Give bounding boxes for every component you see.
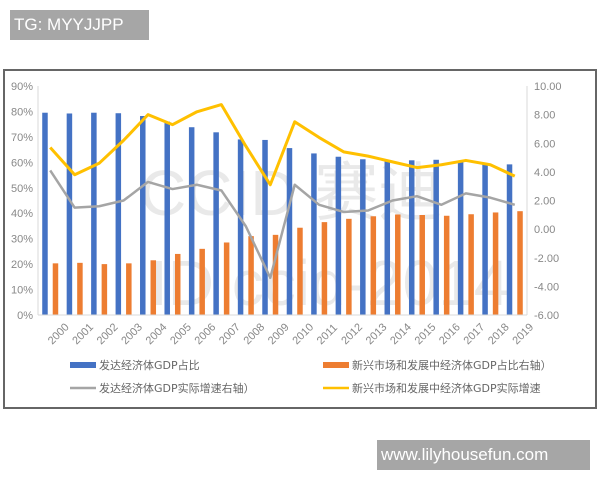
bar xyxy=(443,215,450,315)
x-axis-tick: 2005 xyxy=(168,321,194,347)
left-axis-tick: 10% xyxy=(11,285,33,297)
bar xyxy=(164,121,170,315)
x-axis-tick: 2003 xyxy=(119,321,145,347)
bar xyxy=(370,216,377,315)
right-axis-tick: 10.00 xyxy=(534,81,562,93)
right-axis-tick: 6.00 xyxy=(534,138,555,150)
right-axis-tick: -6.00 xyxy=(534,310,559,322)
telegram-tag-overlay: TG: MYYJJPP xyxy=(10,10,149,40)
x-axis-tick: 2016 xyxy=(437,321,463,347)
bar xyxy=(52,263,59,315)
legend-label: 新兴市场和发展中经济体GDP占比右轴） xyxy=(352,358,552,372)
right-axis-tick: 8.00 xyxy=(534,110,555,122)
left-axis-tick: 60% xyxy=(11,157,33,169)
right-axis-tick: 4.00 xyxy=(534,167,555,179)
left-axis-tick: 90% xyxy=(11,81,33,93)
bar xyxy=(457,161,464,315)
bar xyxy=(346,218,352,315)
bar xyxy=(101,264,108,315)
left-axis-tick: 30% xyxy=(11,234,33,246)
x-axis-tick: 2011 xyxy=(315,322,340,347)
right-axis-tick: 0.00 xyxy=(534,224,555,236)
bar xyxy=(91,112,97,315)
x-axis-tick: 2015 xyxy=(413,321,439,347)
x-axis-tick: 2013 xyxy=(364,321,390,347)
bar xyxy=(335,156,342,315)
bar xyxy=(140,116,146,315)
legend-swatch xyxy=(70,362,96,368)
x-axis-tick: 2007 xyxy=(217,321,243,347)
x-axis: 2000200120022003200420052006200720082009… xyxy=(38,314,536,347)
line-series xyxy=(49,103,516,280)
line xyxy=(49,169,516,280)
bar xyxy=(492,212,499,315)
x-axis-tick: 2004 xyxy=(144,321,170,347)
right-axis-tick: -4.00 xyxy=(534,281,559,293)
bar xyxy=(482,163,488,315)
bar xyxy=(272,234,279,315)
bar xyxy=(150,260,157,315)
legend: 发达经济体GDP占比 新兴市场和发展中经济体GDP占比右轴） 发达经济体GDP实际增… xyxy=(70,358,552,395)
left-axis-tick: 0% xyxy=(17,310,33,322)
x-axis-tick: 2001 xyxy=(70,321,96,347)
bar xyxy=(360,159,366,315)
legend-label: 发达经济体GDP占比 xyxy=(99,358,200,372)
right-axis: -6.00 -4.00 -2.00 0.00 2.00 4.00 6.00 8.00 10.00 xyxy=(526,81,562,322)
left-axis: 0% 10% 20% 30% 40% 50% 60% 70% 80% 90% xyxy=(11,81,39,322)
bar xyxy=(77,262,83,315)
bar xyxy=(297,227,303,315)
left-axis-tick: 70% xyxy=(11,132,33,144)
bar xyxy=(468,214,474,315)
bar xyxy=(262,139,268,315)
left-axis-tick: 50% xyxy=(11,183,33,195)
right-axis-tick: 2.00 xyxy=(534,196,555,208)
left-axis-tick: 40% xyxy=(11,208,33,220)
x-axis-tick: 2009 xyxy=(266,321,292,347)
bar xyxy=(517,211,523,315)
x-axis-tick: 2012 xyxy=(339,321,365,347)
bar xyxy=(199,248,205,315)
website-tag-overlay: www.lilyhousefun.com xyxy=(377,440,590,470)
bar xyxy=(188,127,195,315)
bar xyxy=(42,112,48,315)
left-axis-tick: 20% xyxy=(11,259,33,271)
right-axis-tick: -2.00 xyxy=(534,253,559,265)
x-axis-tick: 2017 xyxy=(462,321,488,347)
bar xyxy=(408,160,415,315)
x-axis-tick: 2006 xyxy=(193,321,219,347)
bar-series xyxy=(42,112,523,315)
bar xyxy=(433,159,439,315)
bar xyxy=(126,263,132,315)
bar xyxy=(213,132,219,315)
bar xyxy=(506,164,513,315)
x-axis-tick: 2008 xyxy=(241,321,267,347)
x-axis-tick: 2002 xyxy=(95,321,121,347)
bar xyxy=(321,222,328,315)
x-axis-tick: 2019 xyxy=(510,321,536,347)
bar xyxy=(237,139,244,315)
bar xyxy=(223,242,230,315)
bar xyxy=(248,236,254,315)
line xyxy=(49,103,516,187)
legend-label: 发达经济体GDP实际增速右轴） xyxy=(99,381,255,395)
legend-swatch xyxy=(323,362,349,368)
legend-label: 新兴市场和发展中经济体GDP实际增速 xyxy=(352,381,541,395)
left-axis-tick: 80% xyxy=(11,106,33,118)
bar xyxy=(174,253,181,315)
bar xyxy=(311,153,317,315)
bar xyxy=(66,113,73,315)
x-axis-tick: 2014 xyxy=(388,321,414,347)
bar xyxy=(286,148,293,315)
bar xyxy=(384,161,391,315)
x-axis-tick: 2000 xyxy=(46,321,72,347)
bar xyxy=(419,215,425,315)
bar xyxy=(395,214,401,315)
x-axis-tick: 2018 xyxy=(486,321,512,347)
x-axis-tick: 2010 xyxy=(290,321,316,347)
bar xyxy=(115,113,122,315)
